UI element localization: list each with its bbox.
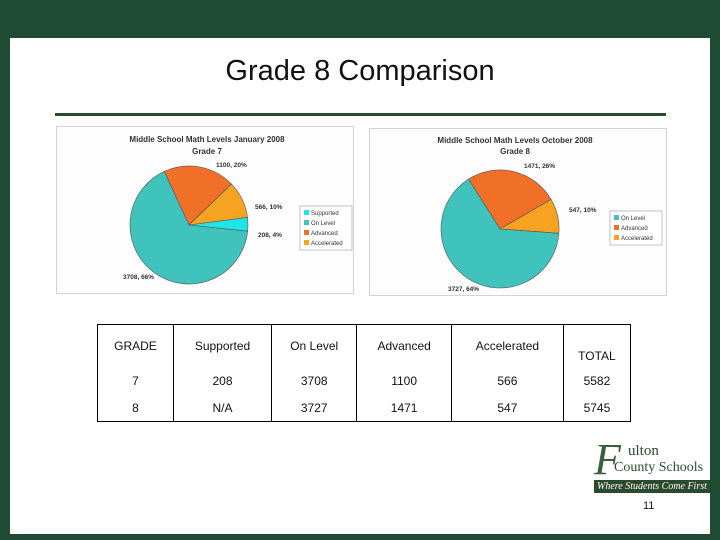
- slice-label-accelerated: 547, 10%: [569, 207, 597, 214]
- table-cell: 5745: [562, 394, 632, 422]
- table-cell: 5582: [562, 367, 632, 394]
- legend-advanced: Advanced: [621, 226, 648, 232]
- grade8-pie-chart: Middle School Math Levels October 2008 G…: [369, 128, 667, 296]
- table-cell: 8: [97, 394, 174, 422]
- slide-title: Grade 8 Comparison: [225, 55, 495, 87]
- header-advanced: Advanced: [356, 324, 452, 367]
- table-cell: 208: [172, 367, 273, 394]
- grade7-pie-svg: Middle School Math Levels January 2008 G…: [123, 135, 353, 285]
- comparison-table: GRADE Supported On Level Advanced Accele…: [97, 324, 632, 422]
- chart-subtitle: Grade 7: [192, 147, 222, 156]
- legend-swatch-supported: [304, 210, 309, 215]
- legend-on-level: On Level: [621, 216, 645, 222]
- table-cell: N/A: [172, 394, 273, 422]
- legend-swatch-accelerated: [614, 235, 619, 240]
- table-header-row: GRADE Supported On Level Advanced Accele…: [97, 324, 632, 367]
- header-grade: GRADE: [97, 324, 174, 367]
- table-cell: 566: [450, 367, 564, 394]
- table-cell: 1471: [356, 394, 452, 422]
- table-cell: 547: [450, 394, 564, 422]
- pie-slice-advanced: [468, 169, 552, 230]
- fulton-county-schools-logo: F ulton County Schools Where Students Co…: [592, 435, 710, 498]
- chart-legend: Supported On Level Advanced Accelerated: [299, 205, 353, 251]
- chart-title: Middle School Math Levels January 2008: [129, 135, 285, 144]
- table-row: 8 N/A 3727 1471 547 5745: [97, 394, 632, 422]
- slice-label-advanced: 1100, 20%: [216, 162, 247, 169]
- header-accelerated: Accelerated: [450, 324, 564, 367]
- chart-subtitle: Grade 8: [500, 147, 530, 156]
- pie-slice-on-level: [129, 171, 249, 285]
- chart-title: Middle School Math Levels October 2008: [437, 136, 593, 145]
- legend-swatch-advanced: [304, 230, 309, 235]
- grade8-pie-svg: Middle School Math Levels October 2008 G…: [437, 136, 663, 293]
- legend-advanced: Advanced: [311, 231, 338, 237]
- table-cell: 3727: [271, 394, 358, 422]
- legend-accelerated: Accelerated: [621, 236, 653, 242]
- table-cell: 7: [97, 367, 174, 394]
- table-cell: 3708: [271, 367, 358, 394]
- logo-line1: ulton: [628, 443, 659, 459]
- pie-slice-on-level: [440, 178, 560, 289]
- legend-swatch-on-level: [614, 215, 619, 220]
- logo-f-mark: F: [594, 435, 621, 484]
- slice-label-supported: 208, 4%: [258, 232, 282, 239]
- page-number: 11: [643, 500, 655, 512]
- legend-swatch-advanced: [614, 225, 619, 230]
- legend-on-level: On Level: [311, 221, 335, 227]
- header-on-level: On Level: [271, 324, 358, 367]
- slice-label-on-level: 3708, 66%: [123, 274, 154, 281]
- table-row: 7 208 3708 1100 566 5582: [97, 367, 632, 394]
- chart-legend: On Level Advanced Accelerated: [609, 210, 663, 246]
- header-supported: Supported: [172, 324, 273, 367]
- table-cell: 1100: [356, 367, 452, 394]
- header-total: TOTAL: [562, 324, 632, 367]
- slice-label-advanced: 1471, 26%: [524, 163, 555, 170]
- legend-swatch-on-level: [304, 220, 309, 225]
- slice-label-on-level: 3727, 64%: [448, 286, 479, 293]
- logo-tagline: Where Students Come First: [594, 480, 710, 493]
- logo-line2: County Schools: [614, 460, 704, 475]
- legend-swatch-accelerated: [304, 240, 309, 245]
- slice-label-accelerated: 566, 10%: [255, 204, 283, 211]
- pie-slice-advanced: [163, 165, 232, 226]
- grade7-pie-chart: Middle School Math Levels January 2008 G…: [56, 126, 354, 294]
- legend-accelerated: Accelerated: [311, 241, 343, 247]
- title-divider: [55, 113, 666, 116]
- legend-supported: Supported: [311, 211, 339, 217]
